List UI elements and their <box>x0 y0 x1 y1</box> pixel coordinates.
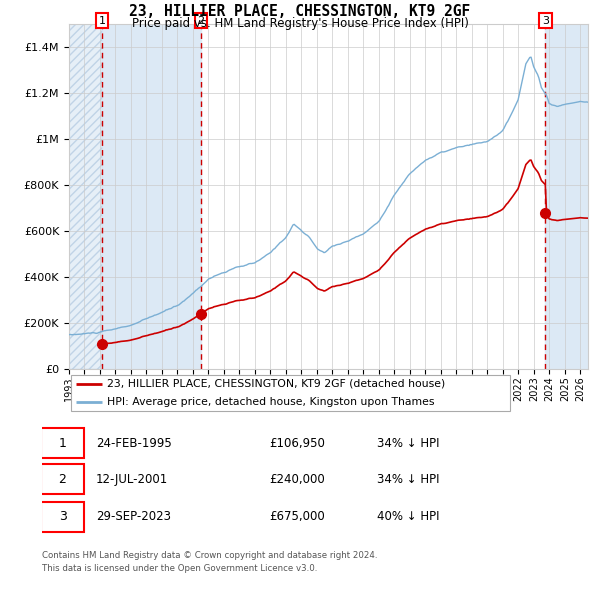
Text: 24-FEB-1995: 24-FEB-1995 <box>96 437 172 450</box>
Text: HPI: Average price, detached house, Kingston upon Thames: HPI: Average price, detached house, King… <box>107 397 434 407</box>
Text: £240,000: £240,000 <box>269 473 325 486</box>
Text: 34% ↓ HPI: 34% ↓ HPI <box>377 473 439 486</box>
Text: 2: 2 <box>197 16 205 25</box>
Text: 23, HILLIER PLACE, CHESSINGTON, KT9 2GF (detached house): 23, HILLIER PLACE, CHESSINGTON, KT9 2GF … <box>107 379 445 389</box>
Text: 3: 3 <box>59 510 67 523</box>
Text: 2: 2 <box>59 473 67 486</box>
Text: Contains HM Land Registry data © Crown copyright and database right 2024.: Contains HM Land Registry data © Crown c… <box>42 550 377 559</box>
Text: £675,000: £675,000 <box>269 510 325 523</box>
Text: 23, HILLIER PLACE, CHESSINGTON, KT9 2GF: 23, HILLIER PLACE, CHESSINGTON, KT9 2GF <box>130 4 470 19</box>
FancyBboxPatch shape <box>41 428 84 458</box>
Bar <box>545 24 596 369</box>
Text: This data is licensed under the Open Government Licence v3.0.: This data is licensed under the Open Gov… <box>42 563 317 572</box>
Bar <box>102 24 201 369</box>
Text: 1: 1 <box>59 437 67 450</box>
FancyBboxPatch shape <box>71 375 510 411</box>
Bar <box>69 24 102 369</box>
Text: 29-SEP-2023: 29-SEP-2023 <box>96 510 171 523</box>
Text: Price paid vs. HM Land Registry's House Price Index (HPI): Price paid vs. HM Land Registry's House … <box>131 17 469 30</box>
FancyBboxPatch shape <box>41 464 84 494</box>
FancyBboxPatch shape <box>41 502 84 532</box>
Text: 40% ↓ HPI: 40% ↓ HPI <box>377 510 439 523</box>
Text: 12-JUL-2001: 12-JUL-2001 <box>96 473 168 486</box>
Text: 1: 1 <box>98 16 106 25</box>
Text: £106,950: £106,950 <box>269 437 325 450</box>
Text: 34% ↓ HPI: 34% ↓ HPI <box>377 437 439 450</box>
Text: 3: 3 <box>542 16 549 25</box>
